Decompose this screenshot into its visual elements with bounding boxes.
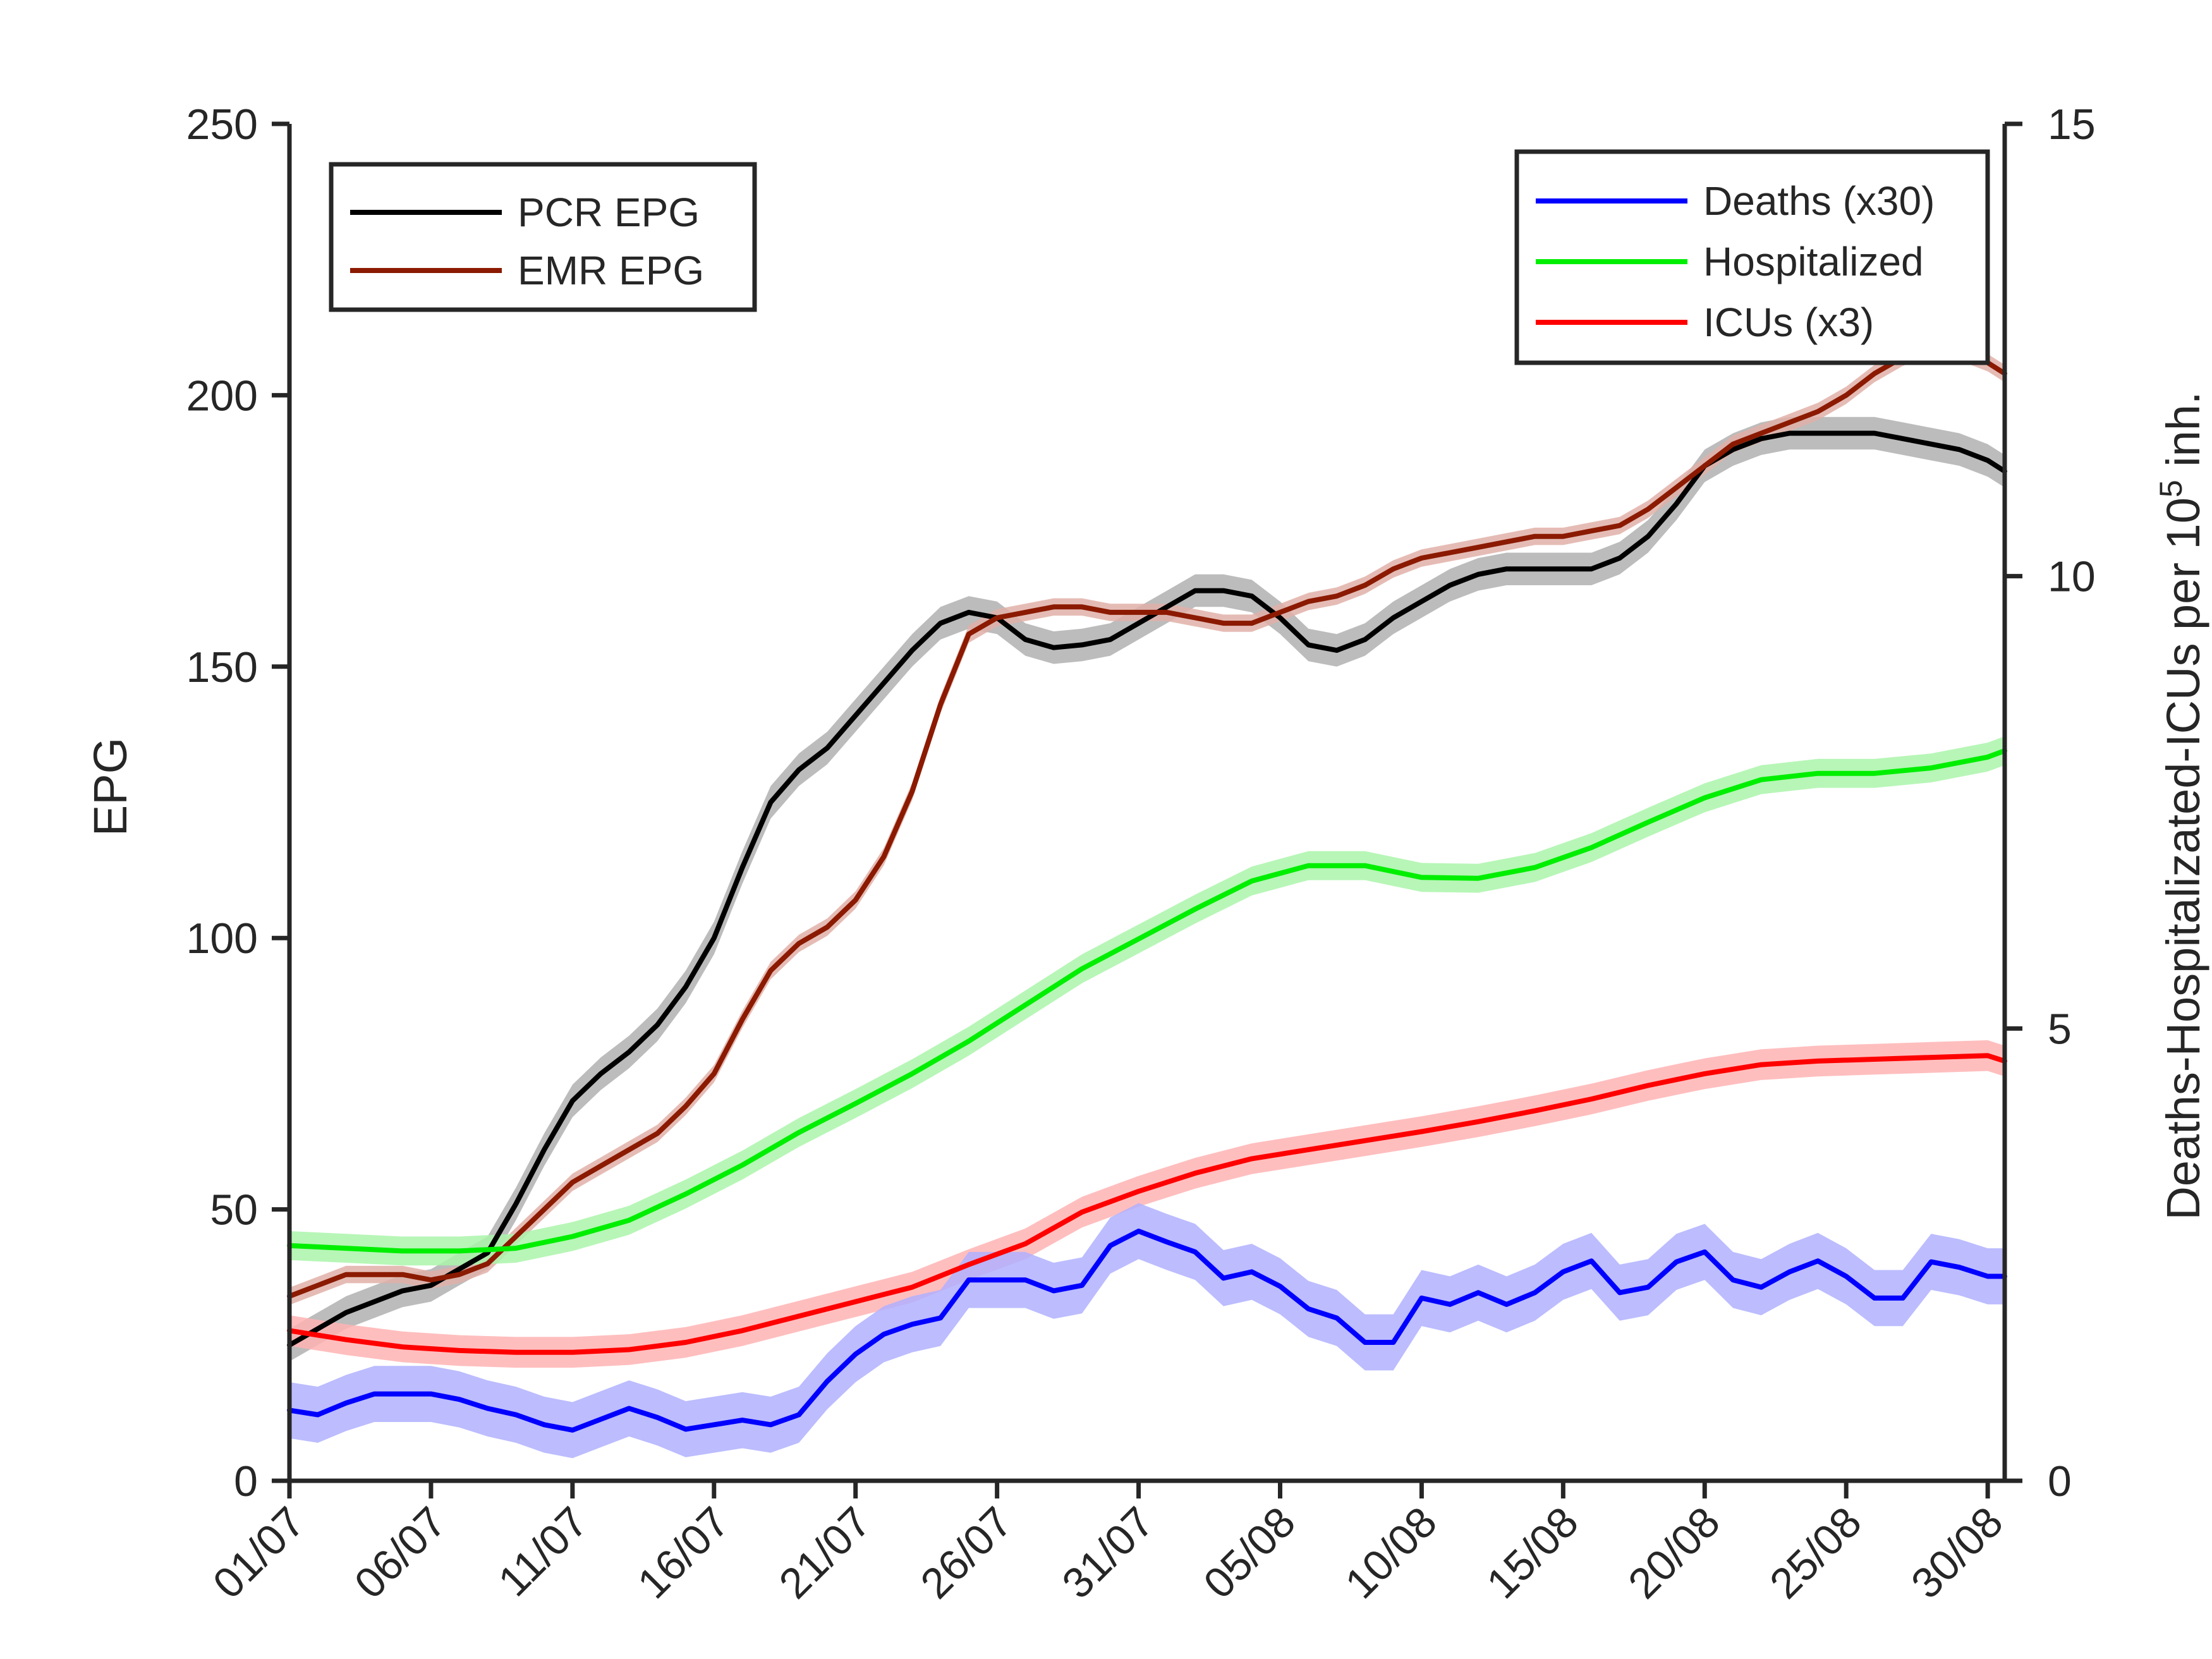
x-tick-label: 31/07 xyxy=(1053,1498,1163,1608)
y-tick-label-left: 250 xyxy=(186,100,258,149)
legend-label-emr-epg: EMR EPG xyxy=(518,248,704,293)
series-line-deaths-x30 xyxy=(287,1229,2007,1433)
x-tick-label: 16/07 xyxy=(628,1498,738,1608)
x-tick-label: 15/08 xyxy=(1478,1498,1588,1608)
y-axis-title-right-suffix: inh. xyxy=(2157,391,2209,480)
x-tick-label: 25/08 xyxy=(1761,1498,1871,1608)
x-tick-label: 06/07 xyxy=(345,1498,455,1608)
axes xyxy=(272,121,2022,1498)
x-tick-label: 11/07 xyxy=(489,1498,597,1606)
x-tick-label: 05/08 xyxy=(1194,1498,1304,1608)
legend-label-hospitalized: Hospitalized xyxy=(1703,239,1924,284)
x-tick-label: 30/08 xyxy=(1902,1498,2012,1608)
confidence-bands xyxy=(289,337,2005,1459)
series-line-pcr-epg xyxy=(287,430,2007,1348)
y-tick-label-right: 0 xyxy=(2048,1457,2072,1505)
legend-health: Deaths (x30) Hospitalized ICUs (x3) xyxy=(1514,149,1990,365)
y-tick-label-left: 0 xyxy=(234,1457,258,1505)
series-lines xyxy=(287,344,2007,1433)
x-tick-label: 26/07 xyxy=(911,1498,1021,1608)
y-axis-title-right: Deaths-Hospitalizated-ICUs per 105 inh. xyxy=(2153,391,2209,1220)
legend-box xyxy=(329,162,757,312)
legend-label-icus-x3: ICUs (x3) xyxy=(1703,300,1874,345)
y-tick-label-right: 10 xyxy=(2048,553,2096,601)
y-tick-label-left: 200 xyxy=(186,372,258,420)
series-line-emr-epg xyxy=(287,344,2007,1299)
y-tick-label-left: 150 xyxy=(186,643,258,691)
series-line-icus-x3 xyxy=(287,1053,2007,1355)
legend-label-pcr-epg: PCR EPG xyxy=(518,190,700,235)
y-axis-title-right-exponent: 5 xyxy=(2153,480,2189,497)
x-tick-label: 20/08 xyxy=(1619,1498,1729,1608)
legend-epg: PCR EPG EMR EPG xyxy=(329,162,757,312)
y-axis-title-left: EPG xyxy=(84,738,137,836)
y-axis-title-right-main: Deaths-Hospitalizated-ICUs per 10 xyxy=(2157,497,2209,1220)
band-icus-x3 xyxy=(289,1040,2005,1368)
x-tick-label: 21/07 xyxy=(770,1498,880,1608)
legend-label-deaths-x30: Deaths (x30) xyxy=(1703,178,1935,224)
y-tick-label-left: 100 xyxy=(186,915,258,963)
y-tick-label-right: 15 xyxy=(2048,100,2096,149)
legend-box xyxy=(1514,149,1990,365)
x-tick-label: 10/08 xyxy=(1336,1498,1446,1608)
y-tick-label-left: 50 xyxy=(210,1186,258,1234)
x-tick-label: 01/07 xyxy=(204,1498,314,1608)
y-tick-label-right: 5 xyxy=(2048,1005,2072,1053)
series-line-hospitalized xyxy=(287,748,2007,1254)
